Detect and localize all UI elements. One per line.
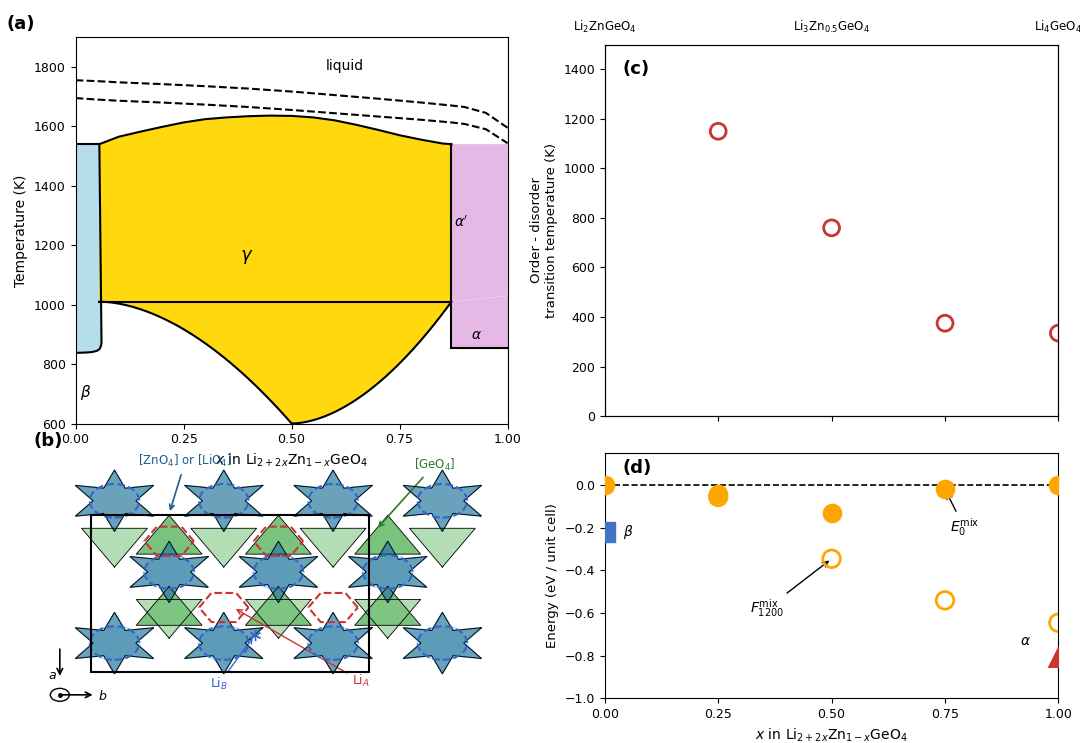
Polygon shape bbox=[240, 541, 318, 603]
X-axis label: $x$ in Li$_{2+2x}$Zn$_{1-x}$GeO$_4$: $x$ in Li$_{2+2x}$Zn$_{1-x}$GeO$_4$ bbox=[755, 727, 908, 743]
Polygon shape bbox=[451, 144, 508, 302]
Polygon shape bbox=[451, 296, 508, 348]
X-axis label: $x$ in Li$_{2+2x}$Zn$_{1-x}$GeO$_4$: $x$ in Li$_{2+2x}$Zn$_{1-x}$GeO$_4$ bbox=[215, 452, 368, 469]
Polygon shape bbox=[307, 628, 360, 658]
Text: $b$: $b$ bbox=[98, 689, 107, 703]
Polygon shape bbox=[99, 116, 451, 424]
Polygon shape bbox=[403, 612, 482, 674]
Point bbox=[596, 479, 613, 491]
Text: Li$_A$: Li$_A$ bbox=[237, 610, 370, 690]
Polygon shape bbox=[294, 470, 373, 531]
Text: $a$: $a$ bbox=[48, 669, 57, 681]
Point bbox=[936, 317, 954, 329]
Polygon shape bbox=[89, 628, 140, 658]
Text: $\alpha$: $\alpha$ bbox=[1020, 635, 1030, 649]
Text: liquid: liquid bbox=[326, 59, 364, 73]
Polygon shape bbox=[191, 528, 257, 567]
Y-axis label: Order - disorder
transition temperature (K): Order - disorder transition temperature … bbox=[529, 143, 557, 318]
Y-axis label: Energy (eV / unit cell): Energy (eV / unit cell) bbox=[546, 504, 559, 648]
Text: Li$_B$: Li$_B$ bbox=[210, 638, 252, 692]
Polygon shape bbox=[82, 528, 147, 567]
Point bbox=[1050, 651, 1067, 663]
Text: $E^{\rm mix}_0$: $E^{\rm mix}_0$ bbox=[947, 493, 978, 539]
Polygon shape bbox=[185, 470, 262, 531]
Polygon shape bbox=[136, 600, 202, 638]
Point bbox=[823, 553, 840, 565]
Polygon shape bbox=[245, 600, 311, 638]
Text: $F^{\rm mix}_{1200}$: $F^{\rm mix}_{1200}$ bbox=[750, 562, 828, 620]
Text: (b): (b) bbox=[33, 432, 63, 450]
Polygon shape bbox=[355, 516, 420, 554]
Polygon shape bbox=[300, 528, 366, 567]
Text: (a): (a) bbox=[6, 16, 35, 33]
Text: (c): (c) bbox=[623, 60, 650, 78]
Text: $\alpha$: $\alpha$ bbox=[471, 328, 482, 342]
Point bbox=[936, 594, 954, 606]
Y-axis label: Temperature (K): Temperature (K) bbox=[14, 174, 28, 287]
Polygon shape bbox=[409, 528, 475, 567]
Point bbox=[823, 507, 840, 519]
Polygon shape bbox=[253, 557, 305, 587]
Polygon shape bbox=[245, 516, 311, 554]
Polygon shape bbox=[130, 541, 208, 603]
Polygon shape bbox=[136, 516, 202, 554]
Polygon shape bbox=[355, 600, 420, 638]
Polygon shape bbox=[245, 586, 311, 626]
Text: $\beta$: $\beta$ bbox=[80, 383, 91, 402]
Point bbox=[710, 491, 727, 503]
Text: $\alpha'$: $\alpha'$ bbox=[454, 215, 468, 230]
Text: [ZnO$_4$] or [LiO$_4$]: [ZnO$_4$] or [LiO$_4$] bbox=[138, 453, 232, 509]
Polygon shape bbox=[136, 586, 202, 626]
Polygon shape bbox=[362, 557, 414, 587]
Polygon shape bbox=[294, 612, 373, 674]
Point bbox=[1050, 327, 1067, 339]
Point bbox=[936, 484, 954, 496]
Polygon shape bbox=[198, 628, 249, 658]
Polygon shape bbox=[416, 628, 469, 658]
Point bbox=[710, 488, 727, 500]
Point bbox=[1050, 479, 1067, 491]
Polygon shape bbox=[403, 470, 482, 531]
Polygon shape bbox=[76, 144, 102, 424]
Bar bbox=[91, 516, 368, 672]
Polygon shape bbox=[185, 612, 262, 674]
Point bbox=[710, 126, 727, 137]
Text: (d): (d) bbox=[623, 459, 652, 477]
Polygon shape bbox=[349, 541, 427, 603]
Polygon shape bbox=[76, 612, 153, 674]
Point bbox=[596, 526, 613, 538]
Text: [GeO$_4$]: [GeO$_4$] bbox=[379, 456, 456, 527]
Polygon shape bbox=[76, 470, 153, 531]
Polygon shape bbox=[355, 586, 420, 626]
Text: $\gamma$: $\gamma$ bbox=[240, 248, 253, 266]
Point bbox=[823, 222, 840, 234]
Point bbox=[1050, 617, 1067, 629]
Text: $\beta$: $\beta$ bbox=[623, 523, 633, 541]
Polygon shape bbox=[143, 557, 195, 587]
